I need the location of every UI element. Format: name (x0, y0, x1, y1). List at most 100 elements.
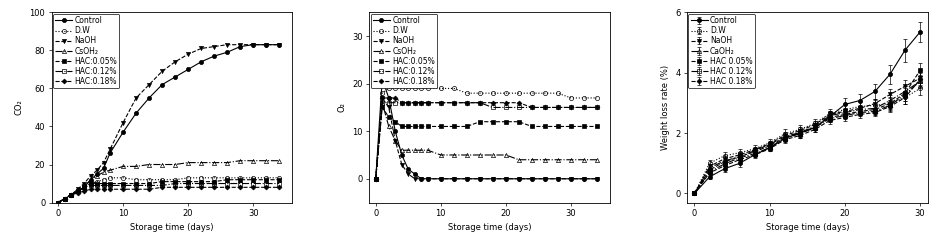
Control (526, 177, 537, 180)
NaOH (98, 161, 110, 164)
HAC:0.12% (183, 182, 194, 185)
CsOH₂ (196, 161, 207, 164)
HAC:0.18% (143, 188, 154, 191)
CsOH₂ (461, 154, 472, 157)
CsOH₂ (66, 193, 77, 196)
D.W (376, 92, 388, 95)
HAC:0.18% (578, 106, 589, 109)
NaOH (526, 177, 537, 180)
Control (130, 112, 141, 115)
HAC:0.05% (72, 190, 83, 193)
HAC:0.05% (143, 182, 154, 185)
HAC:0.18% (402, 101, 414, 104)
D.W (591, 97, 602, 100)
CsOH₂ (447, 154, 459, 157)
HAC:0.12% (474, 101, 485, 104)
NaOH (79, 182, 90, 185)
HAC:0.12% (434, 101, 446, 104)
Control (389, 130, 401, 133)
NaOH (209, 45, 220, 48)
HAC:0.05% (370, 177, 381, 180)
D.W (104, 176, 115, 179)
HAC:0.05% (79, 186, 90, 189)
HAC:0.18% (79, 190, 90, 193)
Y-axis label: O₂: O₂ (338, 103, 346, 112)
Y-axis label: Weight loss rate (%): Weight loss rate (%) (660, 65, 669, 150)
NaOH (487, 177, 498, 180)
HAC:0.18% (260, 186, 271, 189)
HAC:0.12% (209, 182, 220, 185)
Control (79, 186, 90, 189)
HAC:0.12% (539, 106, 550, 109)
NaOH (383, 106, 394, 109)
HAC:0.18% (434, 101, 446, 104)
HAC:0.12% (376, 101, 388, 104)
CsOH₂ (52, 201, 64, 204)
HAC:0.12% (247, 182, 258, 185)
HAC:0.12% (260, 182, 271, 185)
HAC:0.12% (92, 184, 103, 187)
HAC:0.05% (66, 193, 77, 196)
CsOH₂ (551, 158, 563, 161)
D.W (526, 92, 537, 95)
NaOH (130, 97, 141, 100)
D.W (487, 92, 498, 95)
HAC:0.18% (196, 186, 207, 189)
Control (234, 45, 245, 48)
HAC:0.12% (143, 184, 154, 187)
HAC:0.12% (104, 184, 115, 187)
CsOH₂ (422, 149, 433, 152)
Line: HAC:0.12%: HAC:0.12% (56, 182, 281, 205)
HAC:0.12% (500, 106, 511, 109)
Control (500, 177, 511, 180)
D.W (52, 201, 64, 204)
CsOH₂ (396, 149, 407, 152)
CsOH₂ (578, 158, 589, 161)
HAC:0.12% (196, 182, 207, 185)
HAC:0.12% (117, 184, 128, 187)
HAC:0.18% (183, 186, 194, 189)
HAC:0.12% (591, 106, 602, 109)
CsOH₂ (234, 159, 245, 162)
HAC:0.12% (85, 184, 96, 187)
D.W (402, 87, 414, 90)
NaOH (461, 177, 472, 180)
Control (370, 177, 381, 180)
HAC:0.12% (564, 106, 576, 109)
HAC:0.05% (409, 125, 420, 128)
D.W (117, 176, 128, 179)
D.W (539, 92, 550, 95)
HAC:0.18% (539, 106, 550, 109)
HAC:0.05% (434, 125, 446, 128)
Control (409, 173, 420, 176)
HAC:0.18% (376, 97, 388, 100)
Legend: Control, D.W, NaOH, CsOH₂, HAC:0.05%, HAC:0.12%, HAC:0.18%: Control, D.W, NaOH, CsOH₂, HAC:0.05%, HA… (371, 14, 437, 88)
HAC:0.12% (370, 177, 381, 180)
CsOH₂ (409, 149, 420, 152)
HAC:0.05% (591, 125, 602, 128)
CsOH₂ (98, 171, 110, 174)
HAC:0.18% (169, 186, 181, 189)
CsOH₂ (104, 169, 115, 172)
CsOH₂ (500, 154, 511, 157)
Line: HAC:0.05%: HAC:0.05% (373, 105, 598, 181)
CsOH₂ (85, 178, 96, 181)
HAC:0.18% (564, 106, 576, 109)
HAC:0.05% (221, 178, 232, 181)
HAC:0.12% (513, 106, 524, 109)
CsOH₂ (130, 165, 141, 168)
D.W (422, 87, 433, 90)
Control (59, 197, 70, 200)
Control (434, 177, 446, 180)
CsOH₂ (434, 154, 446, 157)
D.W (143, 178, 154, 181)
D.W (260, 176, 271, 179)
D.W (72, 190, 83, 193)
HAC:0.18% (389, 97, 401, 100)
NaOH (551, 177, 563, 180)
NaOH (376, 97, 388, 100)
HAC:0.12% (447, 101, 459, 104)
HAC:0.12% (130, 184, 141, 187)
HAC:0.18% (513, 101, 524, 104)
D.W (564, 97, 576, 100)
